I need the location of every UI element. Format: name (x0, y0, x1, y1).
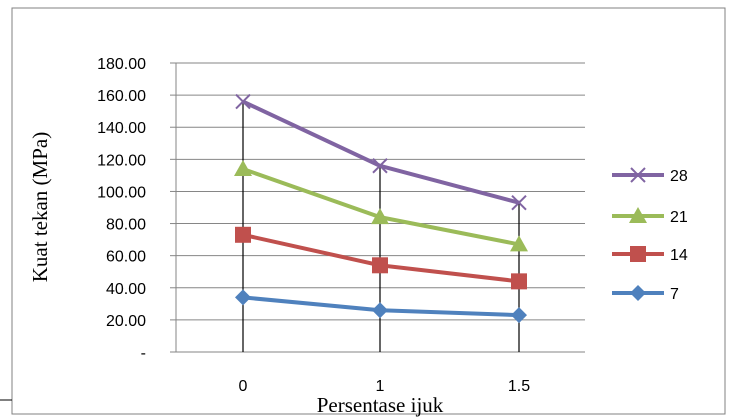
y-tick-label: 160.00 (97, 88, 146, 105)
x-tick-label: 1 (376, 378, 385, 395)
diamond-marker (235, 289, 251, 306)
y-axis-title: Kuat tekan (MPa) (28, 132, 52, 282)
y-tick-label: 100.00 (97, 184, 146, 201)
x-marker-stroke (511, 194, 527, 211)
triangle-marker (234, 159, 252, 176)
series-14 (235, 226, 527, 290)
x-marker-stroke (372, 158, 388, 174)
x-tick-label: 1.5 (508, 378, 530, 395)
legend-item: 21 (612, 207, 688, 226)
legend-item: 14 (612, 246, 688, 264)
y-tick-label: 60.00 (106, 249, 146, 266)
x-marker-stroke (235, 93, 251, 110)
series-21 (234, 159, 528, 252)
y-tick-label: - (141, 345, 146, 362)
series-7 (235, 289, 527, 324)
square-marker (372, 257, 388, 274)
y-tick-label: 180.00 (97, 56, 146, 73)
y-tick-label: 140.00 (97, 120, 146, 137)
triangle-marker (510, 235, 528, 252)
diamond-marker (372, 302, 388, 319)
square-marker (630, 246, 646, 262)
legend-label: 21 (670, 209, 688, 226)
y-tick-labels: - 20.00 40.00 60.00 80.00 100.00 120.00 140.00 1… (97, 56, 146, 362)
y-tick-label: 80.00 (106, 217, 146, 234)
legend-label: 7 (670, 286, 679, 303)
x-marker (630, 167, 646, 183)
legend-item: 28 (612, 167, 688, 185)
legend-label: 14 (670, 247, 688, 264)
diamond-marker (630, 285, 646, 301)
x-tick-label: 0 (239, 378, 248, 395)
triangle-marker (629, 207, 647, 223)
x-marker (235, 93, 251, 110)
series-28 (235, 93, 527, 211)
y-tick-label: 40.00 (106, 281, 146, 298)
y-tick-label: 120.00 (97, 152, 146, 169)
square-marker (511, 273, 527, 290)
legend: 28 21 14 7 (612, 167, 688, 303)
x-axis-title: Persentase ijuk (317, 393, 444, 417)
x-marker (511, 194, 527, 211)
x-marker-stroke (630, 167, 646, 183)
diamond-marker (511, 307, 527, 324)
x-marker (372, 158, 388, 174)
y-tick-label: 20.00 (106, 313, 146, 330)
x-tick-labels: 0 1 1.5 (239, 378, 531, 395)
square-marker (235, 226, 251, 243)
triangle-marker (371, 208, 389, 225)
series-group (234, 93, 528, 324)
legend-label: 28 (670, 168, 688, 185)
legend-item: 7 (612, 285, 679, 303)
